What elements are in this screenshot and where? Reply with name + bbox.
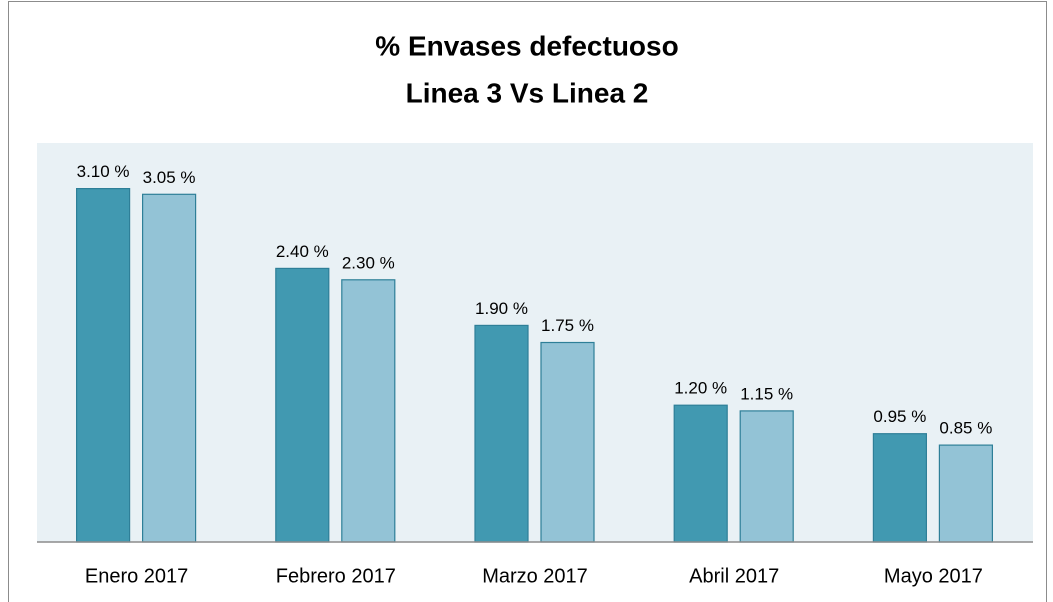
data-label: 3.05 % [143,168,196,187]
bar [540,341,595,543]
x-tick-label: Marzo 2017 [482,565,588,587]
bar [739,410,794,543]
data-label: 2.30 % [342,253,395,272]
bar [474,324,529,543]
x-tick-label: Febrero 2017 [276,565,396,587]
bar [673,404,728,543]
chart-title: % Envases defectuoso [375,30,678,61]
x-tick-label: Enero 2017 [85,565,188,587]
bar [938,444,994,543]
chart-subtitle: Linea 3 Vs Linea 2 [406,77,649,108]
data-label: 1.15 % [740,384,793,403]
bar [872,433,928,543]
data-label: 1.90 % [475,299,528,318]
data-label: 0.85 % [939,419,992,438]
data-label: 2.40 % [276,242,329,261]
bar [75,188,131,543]
bar [275,267,330,543]
bar [341,279,396,543]
x-tick-label: Abril 2017 [689,565,779,587]
bar [142,193,197,543]
data-label: 1.75 % [541,316,594,335]
x-tick-label: Mayo 2017 [884,565,983,587]
data-label: 3.10 % [77,162,130,181]
data-label: 1.20 % [674,379,727,398]
plot-area [37,143,1033,542]
data-label: 0.95 % [873,407,926,426]
